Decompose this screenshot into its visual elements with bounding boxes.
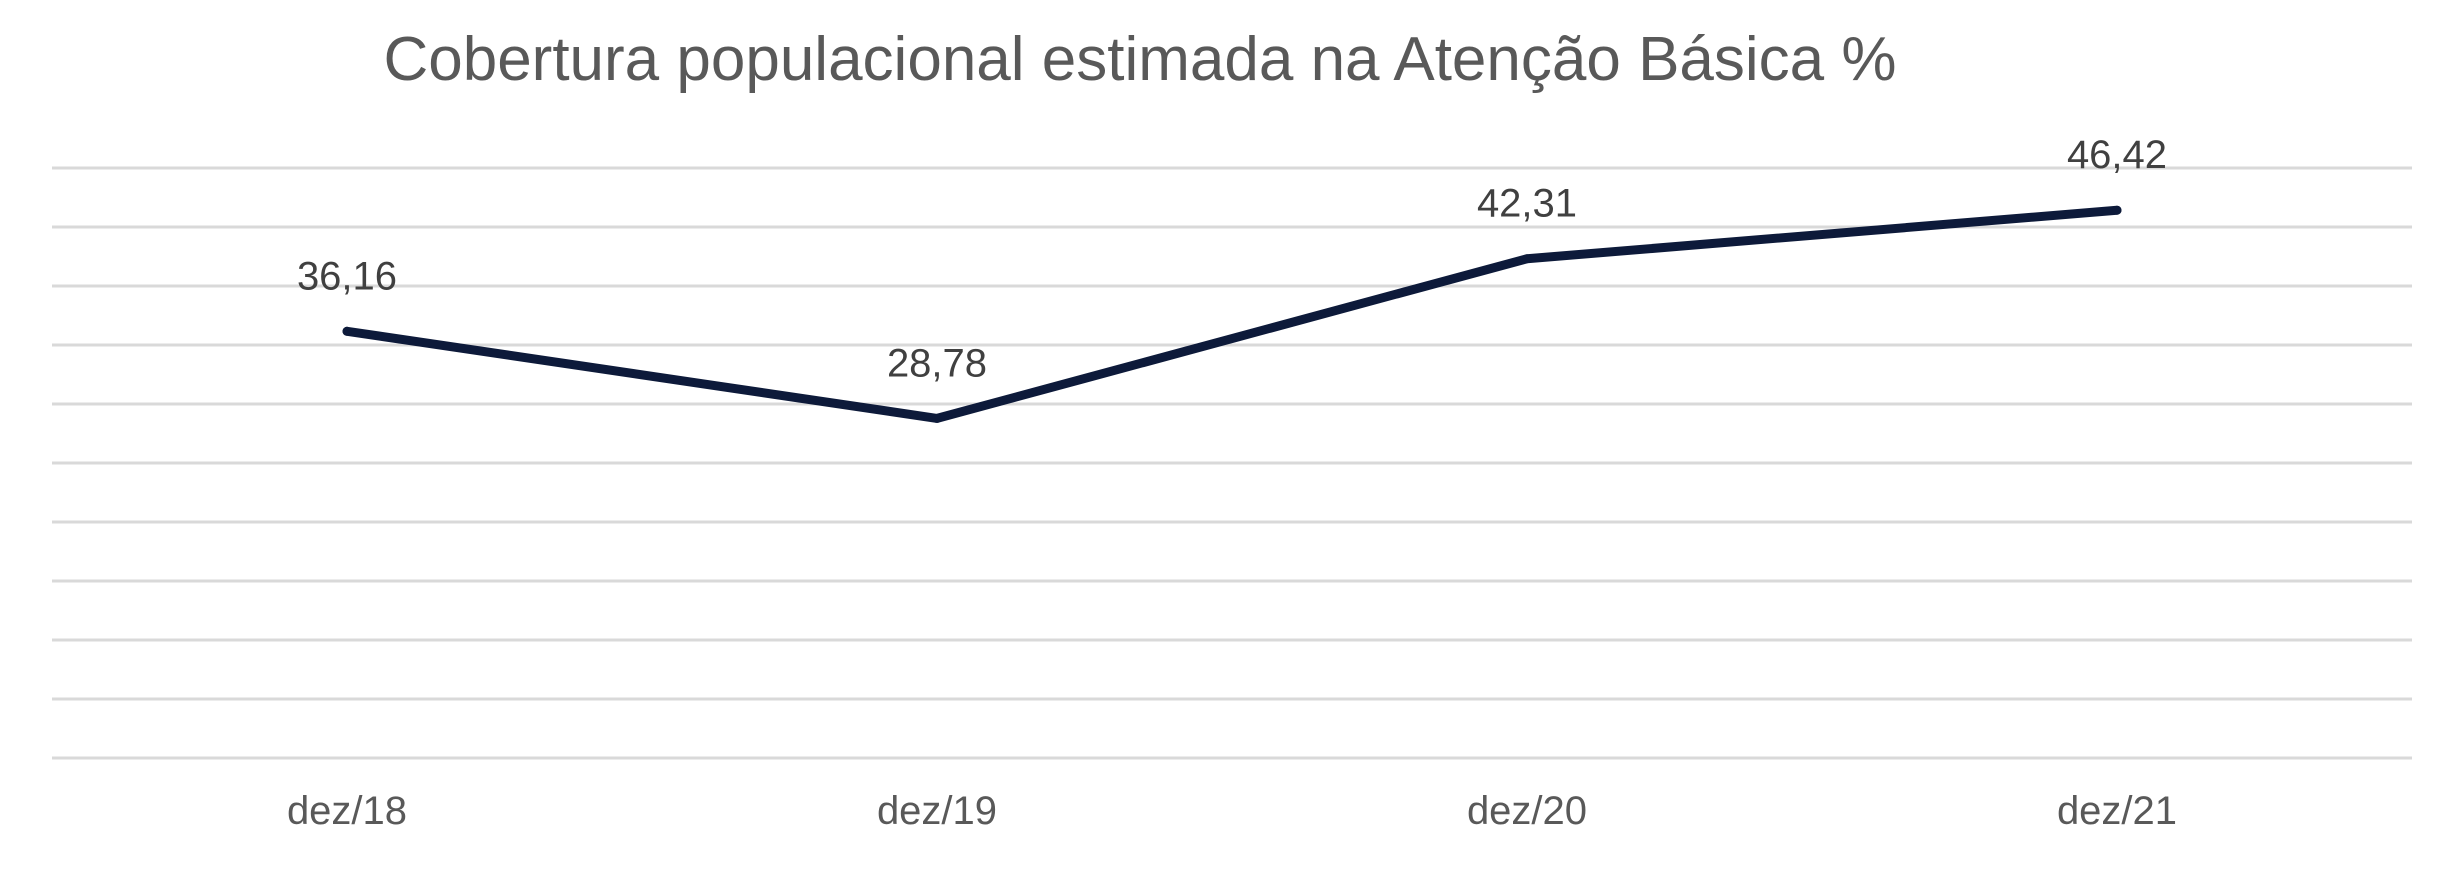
data-point bbox=[932, 413, 942, 423]
gridlines bbox=[52, 166, 2412, 760]
x-axis: dez/18 dez/19 dez/20 dez/21 bbox=[287, 789, 2177, 833]
data-label: 28,78 bbox=[887, 341, 987, 385]
x-tick-label: dez/18 bbox=[287, 789, 407, 833]
data-label: 46,42 bbox=[2067, 133, 2167, 177]
x-tick-label: dez/21 bbox=[2057, 789, 2177, 833]
data-point bbox=[342, 326, 352, 336]
x-tick-label: dez/19 bbox=[877, 789, 997, 833]
data-label: 42,31 bbox=[1477, 182, 1577, 226]
x-tick-label: dez/20 bbox=[1467, 789, 1587, 833]
data-labels: 36,16 28,78 42,31 46,42 bbox=[297, 133, 2167, 385]
data-point bbox=[1522, 254, 1532, 264]
chart-title: Cobertura populacional estimada na Atenç… bbox=[383, 25, 1896, 94]
data-label: 36,16 bbox=[297, 254, 397, 298]
series-line bbox=[342, 205, 2122, 423]
data-point bbox=[2112, 205, 2122, 215]
series-layer bbox=[342, 205, 2122, 423]
